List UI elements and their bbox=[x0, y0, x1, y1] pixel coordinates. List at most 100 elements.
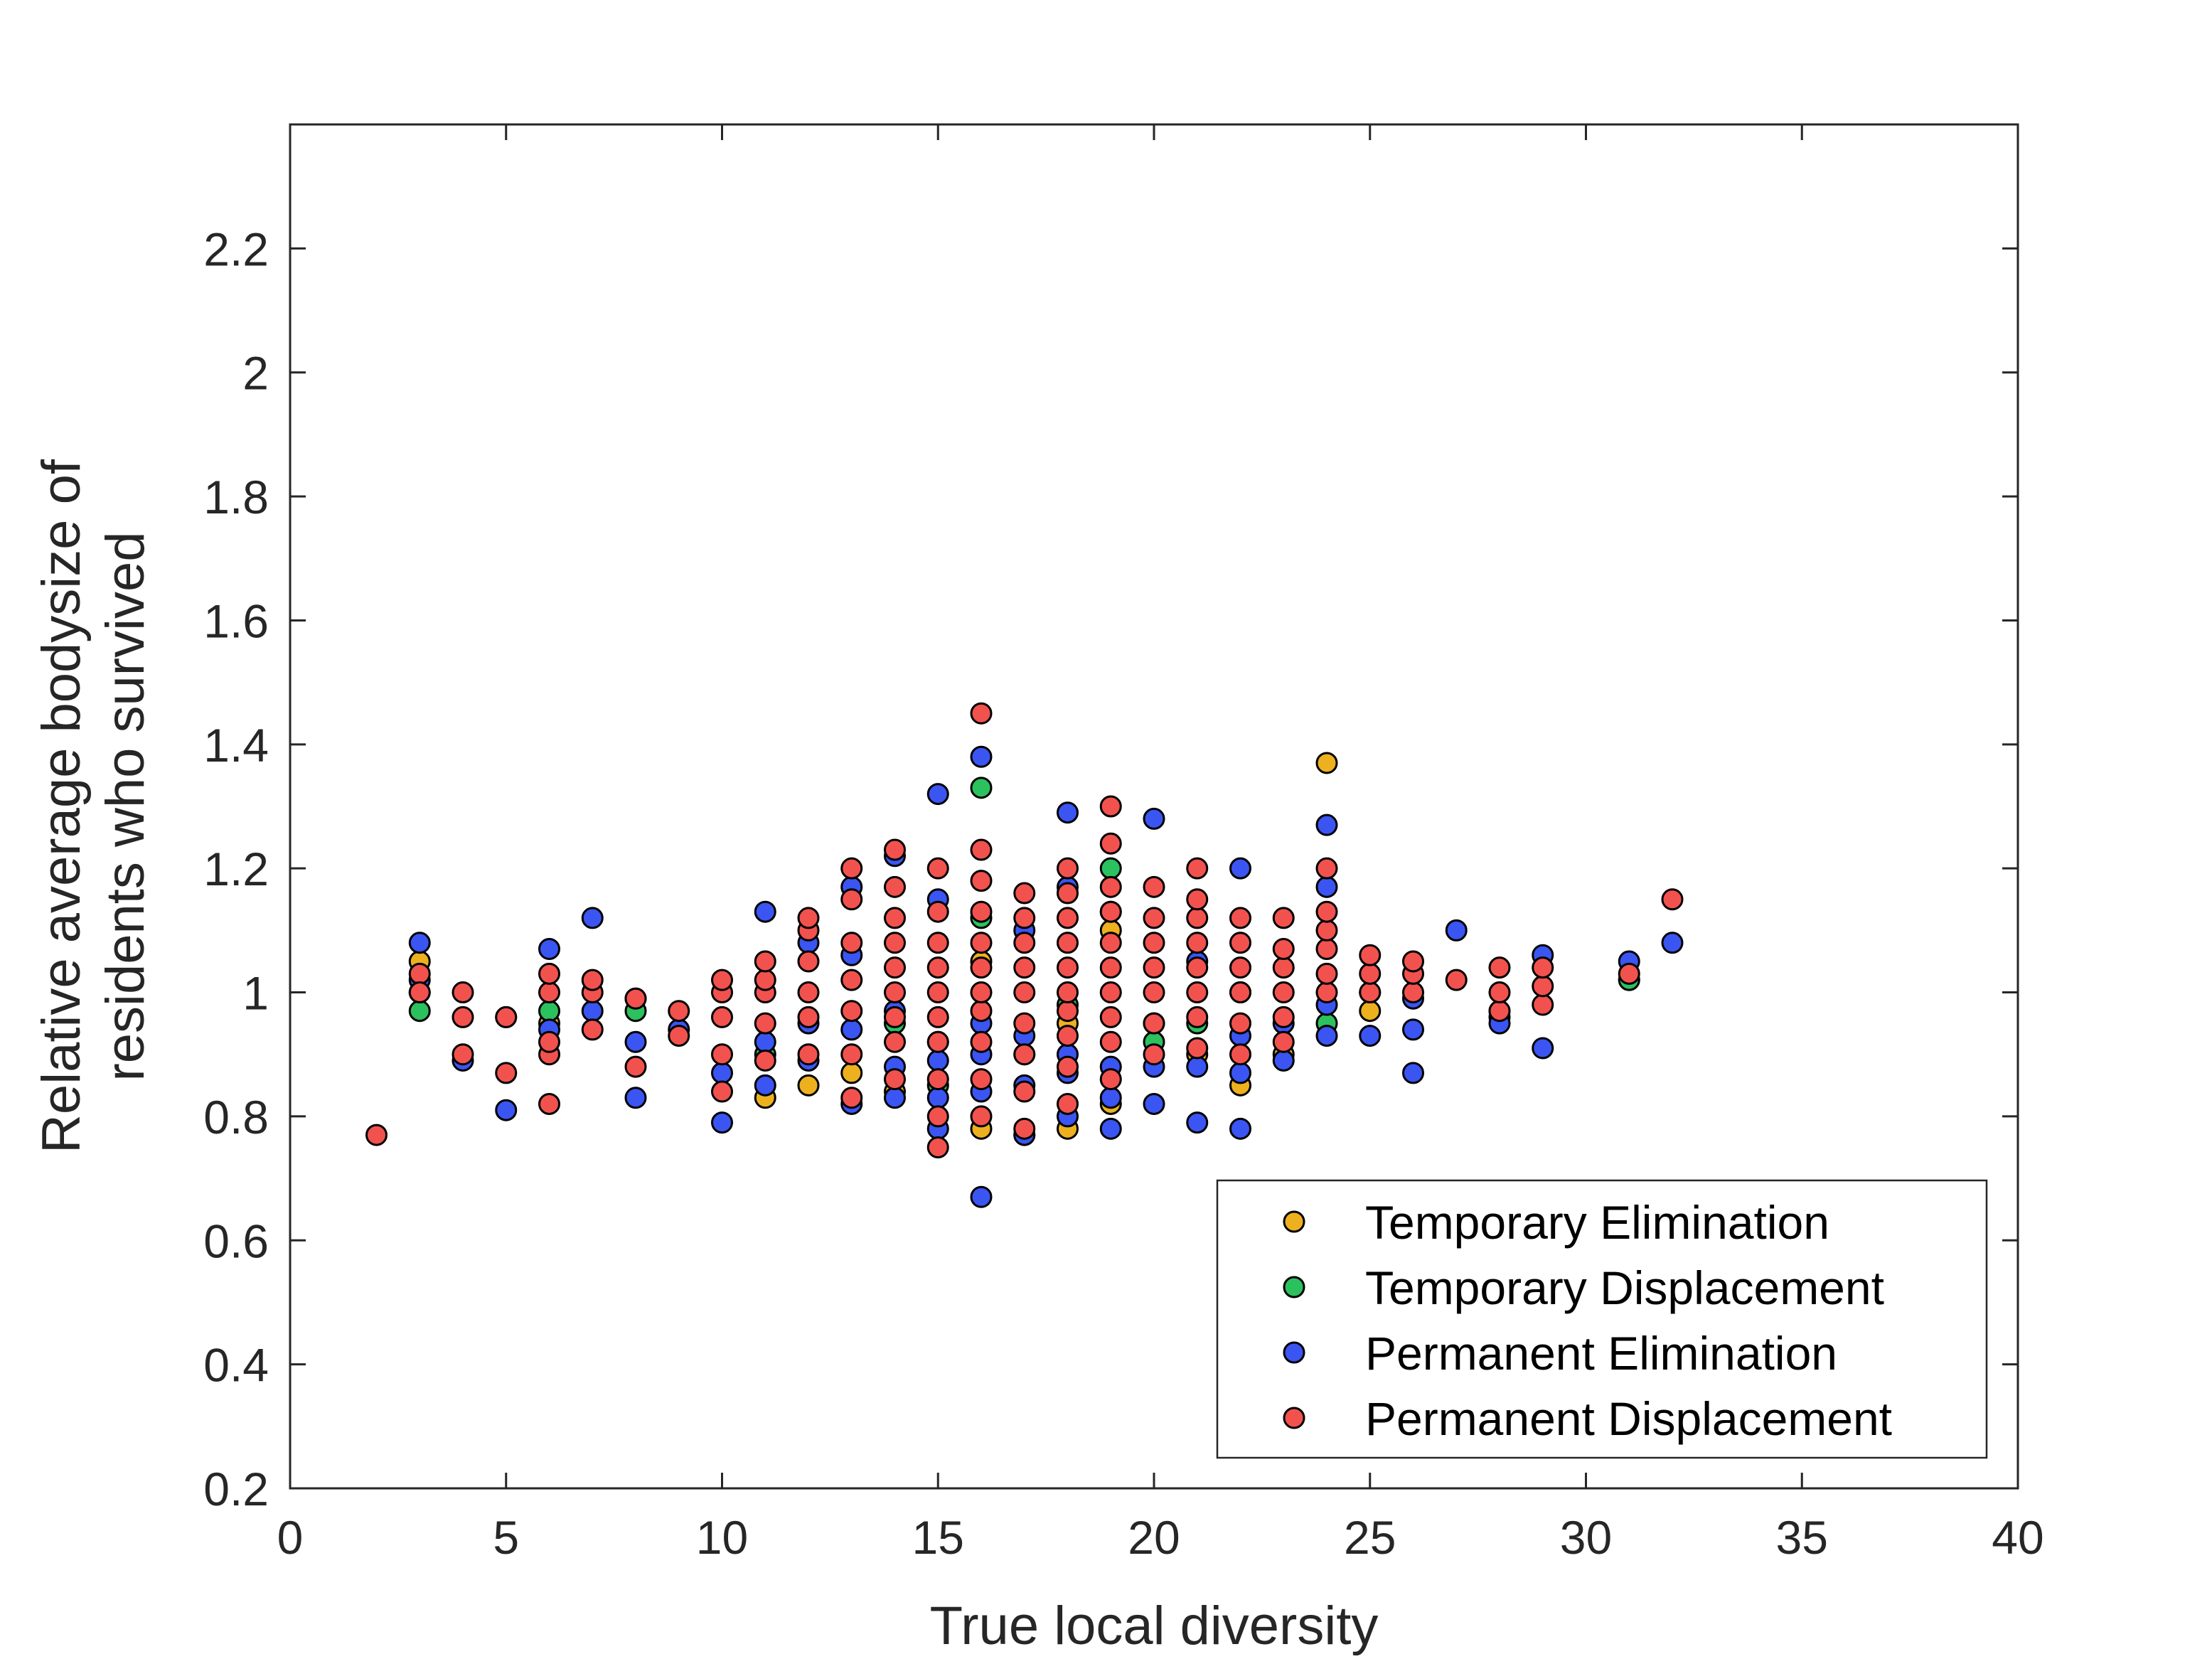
data-point bbox=[1532, 975, 1554, 998]
data-point bbox=[1488, 956, 1511, 979]
data-point bbox=[1402, 1062, 1424, 1084]
data-point bbox=[840, 857, 863, 880]
data-point bbox=[581, 907, 604, 929]
data-point bbox=[1186, 932, 1209, 954]
data-point bbox=[1315, 900, 1338, 923]
data-point bbox=[408, 1000, 431, 1023]
data-point bbox=[884, 1068, 906, 1091]
data-point bbox=[1272, 938, 1295, 961]
data-point bbox=[1229, 857, 1251, 880]
data-point bbox=[1532, 956, 1554, 979]
data-point bbox=[1359, 962, 1382, 985]
data-point bbox=[1315, 1025, 1338, 1047]
data-point bbox=[884, 1087, 906, 1109]
data-point bbox=[884, 907, 906, 929]
data-point bbox=[452, 1043, 474, 1066]
data-point bbox=[1315, 857, 1338, 880]
data-point bbox=[495, 1062, 518, 1084]
data-point bbox=[1057, 882, 1079, 905]
data-point bbox=[1143, 956, 1165, 979]
legend-label: Temporary Elimination bbox=[1365, 1196, 1829, 1249]
data-point bbox=[1272, 1005, 1295, 1028]
data-point bbox=[538, 1092, 560, 1115]
data-point bbox=[1315, 814, 1338, 836]
y-tick-label: 1.2 bbox=[203, 843, 269, 895]
data-point bbox=[1229, 1117, 1251, 1140]
data-point bbox=[797, 950, 820, 973]
data-point bbox=[624, 1055, 647, 1078]
data-point bbox=[797, 1005, 820, 1028]
legend-item: Temporary Elimination bbox=[1283, 1196, 1829, 1249]
data-point bbox=[1229, 981, 1251, 1004]
x-tick-label: 25 bbox=[1344, 1511, 1396, 1564]
data-point bbox=[1186, 956, 1209, 979]
data-point bbox=[970, 1068, 993, 1091]
data-point bbox=[495, 1099, 518, 1121]
y-axis-label-line-2: residents who survived bbox=[95, 531, 156, 1081]
data-point bbox=[1359, 981, 1382, 1004]
legend-item: Temporary Displacement bbox=[1283, 1261, 1884, 1314]
legend-marker bbox=[1283, 1341, 1305, 1364]
data-point bbox=[1186, 1005, 1209, 1028]
data-point bbox=[711, 1005, 733, 1028]
y-tick-label: 2.2 bbox=[203, 223, 269, 275]
x-tick-label: 30 bbox=[1560, 1511, 1612, 1564]
data-point bbox=[1229, 1062, 1251, 1084]
x-tick-label: 5 bbox=[493, 1511, 519, 1564]
data-point bbox=[1099, 1087, 1122, 1109]
data-point bbox=[926, 1049, 949, 1072]
legend-label: Temporary Displacement bbox=[1365, 1261, 1884, 1314]
data-point bbox=[581, 1018, 604, 1041]
data-point bbox=[1057, 956, 1079, 979]
data-point bbox=[538, 962, 560, 985]
data-point bbox=[840, 1087, 863, 1109]
data-point bbox=[1315, 938, 1338, 961]
y-tick-label: 1.4 bbox=[203, 719, 269, 772]
data-point bbox=[1402, 981, 1424, 1004]
data-point bbox=[1272, 956, 1295, 979]
data-point bbox=[538, 1000, 560, 1023]
data-point bbox=[970, 1000, 993, 1023]
data-point bbox=[538, 981, 560, 1004]
data-point bbox=[1186, 1111, 1209, 1134]
data-point bbox=[884, 1005, 906, 1028]
data-point bbox=[884, 838, 906, 861]
data-point bbox=[624, 1087, 647, 1109]
data-point bbox=[840, 1043, 863, 1066]
data-point bbox=[1532, 993, 1554, 1016]
data-point bbox=[1186, 981, 1209, 1004]
data-point bbox=[1359, 1025, 1382, 1047]
legend-item: Permanent Elimination bbox=[1283, 1327, 1837, 1380]
x-tick-label: 15 bbox=[912, 1511, 964, 1564]
data-point bbox=[1057, 801, 1079, 824]
data-point bbox=[408, 932, 431, 954]
data-point bbox=[884, 981, 906, 1004]
data-point bbox=[970, 1185, 993, 1208]
y-tick-label: 2 bbox=[242, 347, 269, 400]
data-point bbox=[1013, 1043, 1036, 1066]
data-point bbox=[1618, 962, 1640, 985]
data-point bbox=[668, 1025, 690, 1047]
x-axis-label: True local diversity bbox=[930, 1596, 1379, 1656]
data-point bbox=[884, 932, 906, 954]
data-point bbox=[1359, 1000, 1382, 1023]
data-point bbox=[970, 1105, 993, 1128]
data-point bbox=[1013, 932, 1036, 954]
data-point bbox=[1143, 981, 1165, 1004]
data-point bbox=[1532, 1037, 1554, 1060]
data-point bbox=[495, 1005, 518, 1028]
data-point bbox=[970, 777, 993, 799]
legend-label: Permanent Elimination bbox=[1365, 1327, 1837, 1380]
data-point bbox=[1057, 932, 1079, 954]
x-tick-label: 10 bbox=[696, 1511, 748, 1564]
y-tick-label: 1 bbox=[242, 967, 269, 1020]
data-point bbox=[1057, 907, 1079, 929]
data-point bbox=[1229, 1012, 1251, 1035]
data-point bbox=[926, 1030, 949, 1053]
y-axis-label-line-1: Relative average bodysize of bbox=[31, 459, 92, 1153]
data-point bbox=[1099, 875, 1122, 898]
data-point bbox=[1272, 1049, 1295, 1072]
data-point bbox=[1315, 981, 1338, 1004]
data-point bbox=[1013, 1117, 1036, 1140]
